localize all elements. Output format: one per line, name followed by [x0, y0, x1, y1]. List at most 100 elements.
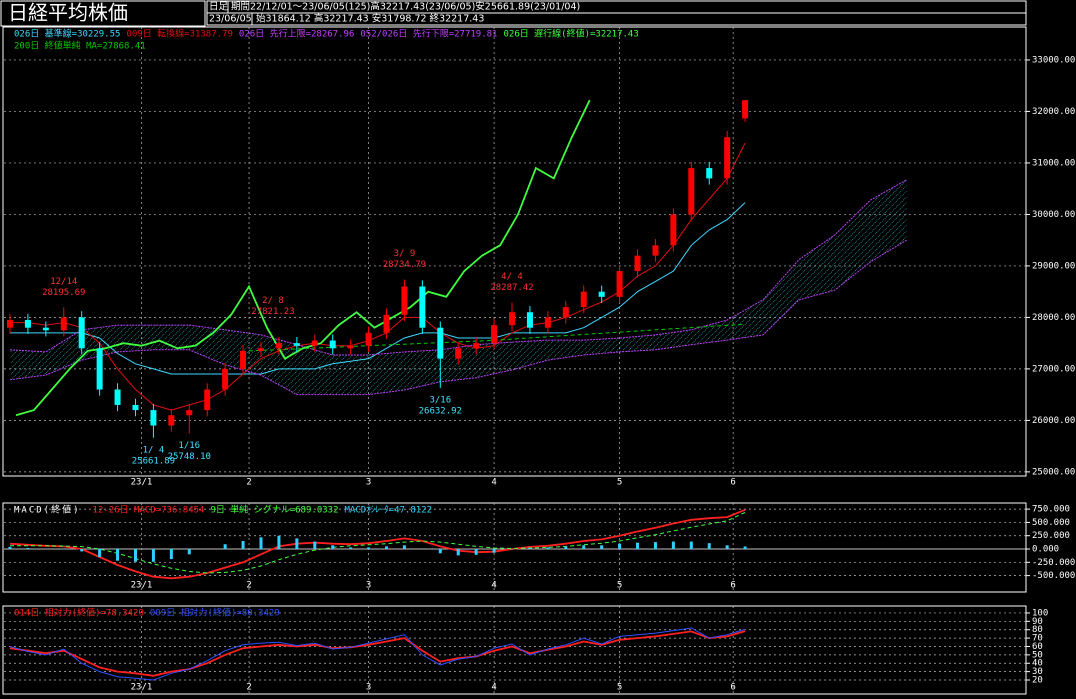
histogram-bar [474, 549, 478, 555]
y-tick-label: 100 [1032, 608, 1048, 618]
candle-body [598, 291, 605, 297]
series-line [15, 99, 591, 417]
candle-body [473, 343, 480, 349]
candle-body [670, 214, 677, 246]
histogram-bar [331, 545, 335, 550]
candle-body [329, 340, 336, 349]
candle-body [437, 327, 444, 359]
panel-frame [2, 26, 1027, 477]
x-tick-label: 4 [491, 478, 496, 488]
histogram-bar [133, 549, 137, 562]
histogram-bar [80, 549, 84, 552]
series-line [248, 323, 746, 352]
x-tick-label: 4 [491, 581, 496, 591]
x-tick-label: 3 [366, 478, 371, 488]
candle-body [150, 410, 157, 426]
histogram-bar [510, 549, 514, 550]
annotation-date: 3/16 [429, 395, 451, 405]
legend-entry: 026日 遅行線(終値)=32217.43 [503, 28, 638, 40]
histogram-bar [116, 549, 120, 561]
candle-body [132, 404, 139, 411]
histogram-bar [707, 543, 711, 550]
candle-body [616, 271, 623, 297]
candle-body [293, 343, 300, 346]
series-line [9, 239, 907, 396]
candle-body [652, 245, 659, 256]
histogram-bar [492, 549, 496, 553]
x-tick-label: 4 [491, 683, 496, 693]
series-line [10, 202, 746, 375]
histogram-bar [743, 546, 747, 550]
y-tick-label: 90 [1032, 617, 1043, 627]
y-tick-label: -250.000 [1032, 558, 1075, 568]
candle-body [365, 332, 372, 346]
histogram-bar [618, 543, 622, 550]
info-row [206, 12, 1027, 26]
series-line [9, 179, 907, 356]
candle-body [78, 317, 85, 349]
panel-title: MACD(終値) [14, 504, 81, 516]
histogram-bar [241, 541, 245, 550]
y-tick-label: 32000.00 [1032, 107, 1075, 117]
histogram-bar [223, 544, 227, 550]
legend-entry: 009日 相対力(終値)=80.3429 [150, 607, 280, 619]
x-tick-label: 3 [366, 581, 371, 591]
x-tick-label: 5 [617, 581, 622, 591]
annotation-date: 3/ 9 [394, 249, 416, 259]
annotation-date: 12/14 [50, 277, 77, 287]
legend-entry: 026日 先行上限=28267.96 [239, 28, 354, 40]
histogram-bar [689, 541, 693, 550]
period: 期間22/12/01～23/06/05(125)高32217.43(23/06/… [231, 1, 580, 13]
x-tick-label: 6 [730, 683, 735, 693]
candle-body [455, 348, 462, 359]
candle-body [204, 389, 211, 411]
ohlc: 始31864.12 高32217.43 安31798.72 終32217.43 [256, 13, 484, 25]
histogram-bar [313, 541, 317, 550]
series-line [9, 508, 746, 580]
y-tick-label: 20 [1032, 676, 1043, 686]
annotation-date: 4/ 4 [501, 272, 523, 282]
histogram-bar [26, 547, 30, 550]
histogram-bar [653, 542, 657, 550]
y-tick-label: 31000.00 [1032, 158, 1075, 168]
histogram-bar [671, 541, 675, 550]
legend-entry: 026日 基準線=30229.55 [14, 28, 120, 40]
candle-body [401, 286, 408, 315]
legend-entry: 009日 転換線=31387.79 [126, 28, 232, 40]
candle-body [168, 415, 175, 426]
candle-body [383, 314, 390, 333]
x-tick-label: 2 [246, 683, 251, 693]
cloud [9, 179, 907, 395]
y-tick-label: 26000.00 [1032, 416, 1075, 426]
x-tick-label: 6 [730, 478, 735, 488]
y-tick-label: 28000.00 [1032, 313, 1075, 323]
histogram-bar [151, 549, 155, 562]
y-tick-label: 500.000 [1032, 518, 1070, 528]
y-tick-label: 70 [1032, 634, 1043, 644]
candle-body [491, 325, 498, 344]
legend-entry: 014日 相対力(終値)=78.3429 [14, 607, 144, 619]
histogram-bar [349, 547, 353, 550]
legend-entry: 9日 単純 シグナル=689.0332 [210, 504, 338, 516]
annotation-date: 1/16 [178, 441, 200, 451]
date: 23/06/05 [209, 14, 252, 25]
y-tick-label: 33000.00 [1032, 55, 1075, 65]
y-tick-label: 80 [1032, 625, 1043, 635]
legend-entry: 12-26日 MACD=736.8454 [93, 505, 205, 516]
candle-body [6, 319, 13, 328]
histogram-bar [402, 545, 406, 550]
candle-body [114, 389, 121, 405]
x-tick-label: 2 [246, 581, 251, 591]
histogram-bar [169, 549, 173, 560]
histogram-bar [259, 537, 263, 550]
candle-body [42, 327, 49, 331]
histogram-bar [385, 546, 389, 550]
candle-body [706, 168, 713, 179]
y-tick-label: 750.000 [1032, 505, 1070, 515]
histogram-bar [564, 546, 568, 550]
annotation-value: 28287.42 [490, 283, 533, 293]
y-tick-label: 60 [1032, 642, 1043, 652]
candle-body [222, 368, 229, 390]
